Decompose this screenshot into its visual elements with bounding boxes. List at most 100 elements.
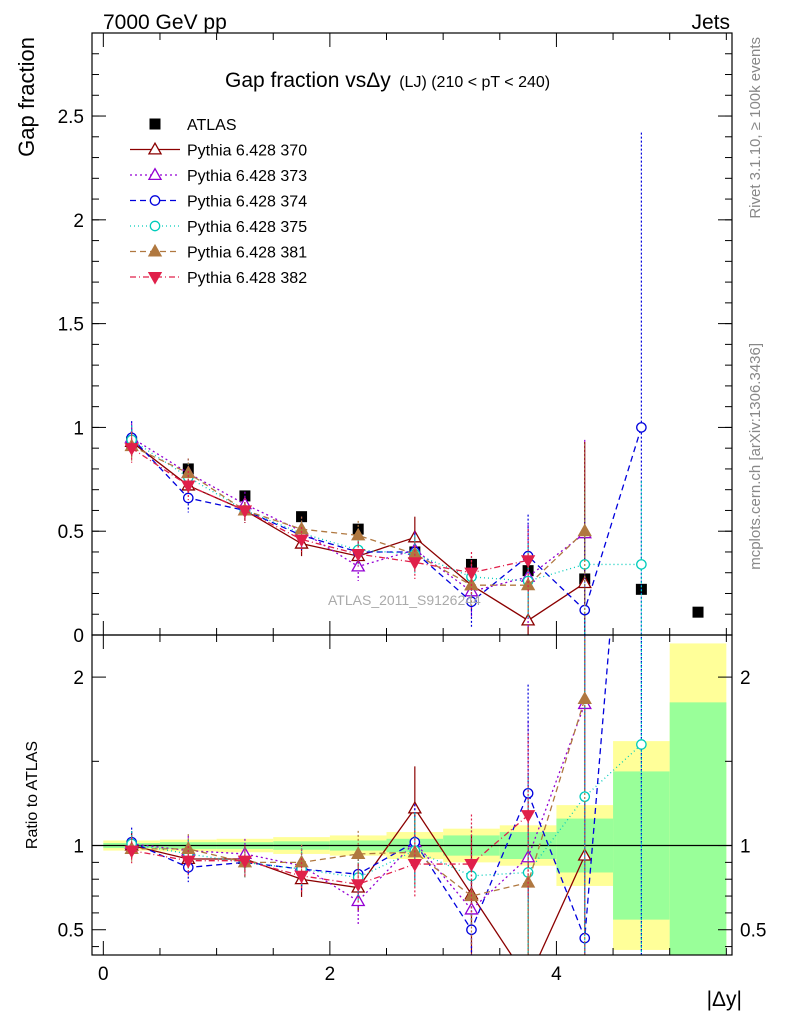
x-tick-label: 2 bbox=[325, 964, 336, 985]
ratio-data-point bbox=[577, 691, 592, 705]
ratio-series-line bbox=[131, 698, 586, 897]
ratio-series-line bbox=[131, 703, 586, 911]
main-ytick-label: 0.5 bbox=[58, 522, 84, 543]
legend-label: Pythia 6.428 373 bbox=[187, 168, 307, 185]
main-ylabel: Gap fraction bbox=[14, 37, 39, 157]
legend-marker bbox=[149, 118, 161, 130]
ratio-data-point bbox=[351, 879, 366, 892]
ratio-ytick-label-right: 1 bbox=[740, 837, 751, 858]
ratio-data-point bbox=[466, 924, 477, 936]
legend-label: ATLAS bbox=[187, 117, 237, 134]
main-data-point bbox=[351, 548, 366, 562]
main-ytick-label: 2 bbox=[73, 211, 84, 232]
main-ytick-label: 1 bbox=[73, 418, 84, 439]
main-data-point bbox=[181, 480, 196, 494]
main-data-point bbox=[464, 567, 479, 581]
header-energy: 7000 GeV pp bbox=[103, 11, 227, 34]
legend-entry: Pythia 6.428 382 bbox=[130, 270, 307, 287]
legend: ATLAS Pythia 6.428 370 Pythia 6.428 373 Pyt… bbox=[130, 117, 307, 287]
legend-label: Pythia 6.428 381 bbox=[187, 245, 307, 262]
rivet-label: Rivet 3.1.10, ≥ 100k events bbox=[747, 37, 764, 219]
main-data-point bbox=[182, 492, 194, 504]
x-tick-label: 4 bbox=[551, 964, 562, 985]
main-series-line bbox=[131, 427, 643, 612]
ratio-data-point bbox=[294, 870, 309, 884]
ratio-series-line bbox=[131, 814, 529, 885]
legend-label: Pythia 6.428 375 bbox=[187, 219, 307, 236]
main-data-point bbox=[237, 505, 253, 519]
header-jets: Jets bbox=[691, 11, 730, 34]
ratio-ytick-label-right: 2 bbox=[740, 668, 751, 689]
ratio-data-point bbox=[407, 859, 422, 872]
plot-title: Gap fraction vsΔy (LJ) (210 < pT < 240) bbox=[225, 69, 550, 92]
main-data-point bbox=[351, 527, 366, 541]
main-data-point bbox=[124, 443, 139, 456]
legend-entry: ATLAS bbox=[149, 117, 237, 134]
main-ytick-label: 0 bbox=[73, 626, 84, 647]
main-data-point bbox=[520, 612, 536, 626]
legend-entry: Pythia 6.428 370 bbox=[130, 141, 307, 160]
legend-marker bbox=[149, 220, 161, 232]
legend-marker bbox=[147, 243, 163, 257]
ratio-series-layer bbox=[124, 635, 647, 985]
main-data-point bbox=[692, 606, 704, 618]
legend-marker bbox=[149, 195, 161, 206]
ratio-ytick-label-right: 0.5 bbox=[740, 921, 766, 942]
main-series-1 bbox=[124, 427, 592, 635]
ratio-data-point bbox=[407, 800, 422, 814]
ratio-data-point bbox=[237, 855, 253, 869]
legend-marker bbox=[147, 167, 163, 181]
ratio-data-point bbox=[636, 739, 647, 750]
ratio-band-green bbox=[669, 702, 727, 955]
ratio-ylabel: Ratio to ATLAS bbox=[24, 741, 41, 849]
analysis-watermark: ATLAS_2011_S9126244 bbox=[328, 592, 481, 608]
main-axes: 0 0.5 1 1.5 2 2.5 bbox=[58, 33, 732, 647]
legend-label: Pythia 6.428 370 bbox=[187, 143, 307, 160]
main-data-point bbox=[577, 523, 592, 537]
ratio-ytick-label: 2 bbox=[73, 668, 84, 689]
main-ytick-label: 1.5 bbox=[58, 315, 84, 336]
ratio-data-point bbox=[124, 845, 139, 859]
ratio-ytick-label: 0.5 bbox=[58, 921, 84, 942]
main-data-point bbox=[520, 555, 536, 568]
ratio-data-point bbox=[351, 846, 366, 859]
ratio-series-5 bbox=[124, 733, 536, 914]
ratio-ytick-label: 1 bbox=[73, 837, 84, 858]
plot-title-main: Gap fraction vsΔy bbox=[225, 69, 391, 92]
legend-entry: Pythia 6.428 373 bbox=[130, 167, 307, 185]
legend-marker bbox=[147, 141, 163, 155]
ratio-data-point bbox=[522, 974, 534, 985]
main-data-point bbox=[636, 422, 647, 433]
legend-label: Pythia 6.428 382 bbox=[187, 270, 307, 287]
main-series-5 bbox=[124, 431, 592, 619]
ratio-data-point bbox=[181, 855, 196, 869]
main-series-4 bbox=[126, 425, 647, 635]
main-series-layer bbox=[124, 132, 704, 635]
ratio-frame bbox=[91, 634, 733, 956]
ratio-band-layer bbox=[92, 643, 732, 955]
main-ytick-label: 2.5 bbox=[58, 107, 84, 128]
main-series-6 bbox=[124, 433, 536, 594]
legend-marker bbox=[147, 271, 163, 285]
ratio-series-line bbox=[131, 743, 642, 879]
x-axis-label: |Δy| bbox=[707, 988, 742, 1011]
ratio-data-point bbox=[464, 859, 479, 872]
main-series-line bbox=[131, 439, 642, 582]
legend-entry: Pythia 6.428 375 bbox=[130, 219, 307, 236]
ratio-data-point bbox=[464, 901, 479, 915]
main-series-line bbox=[131, 445, 586, 586]
x-tick-label: 0 bbox=[98, 964, 109, 985]
main-series-line bbox=[131, 447, 529, 574]
ratio-axes: 0.5 0.5 1 1 2 2 0 2 4 bbox=[58, 635, 766, 985]
ratio-series-line bbox=[131, 635, 611, 939]
legend-label: Pythia 6.428 374 bbox=[187, 194, 307, 211]
main-data-point bbox=[294, 534, 309, 548]
legend-entry: Pythia 6.428 381 bbox=[130, 243, 307, 262]
ratio-data-point bbox=[520, 810, 536, 823]
main-data-point bbox=[407, 557, 422, 570]
main-data-point bbox=[636, 559, 647, 570]
legend-entry: Pythia 6.428 374 bbox=[130, 194, 307, 211]
plot-title-sub: (LJ) (210 < pT < 240) bbox=[399, 74, 550, 91]
mcplots-label: mcplots.cern.ch [arXiv:1306.3436] bbox=[747, 343, 764, 570]
